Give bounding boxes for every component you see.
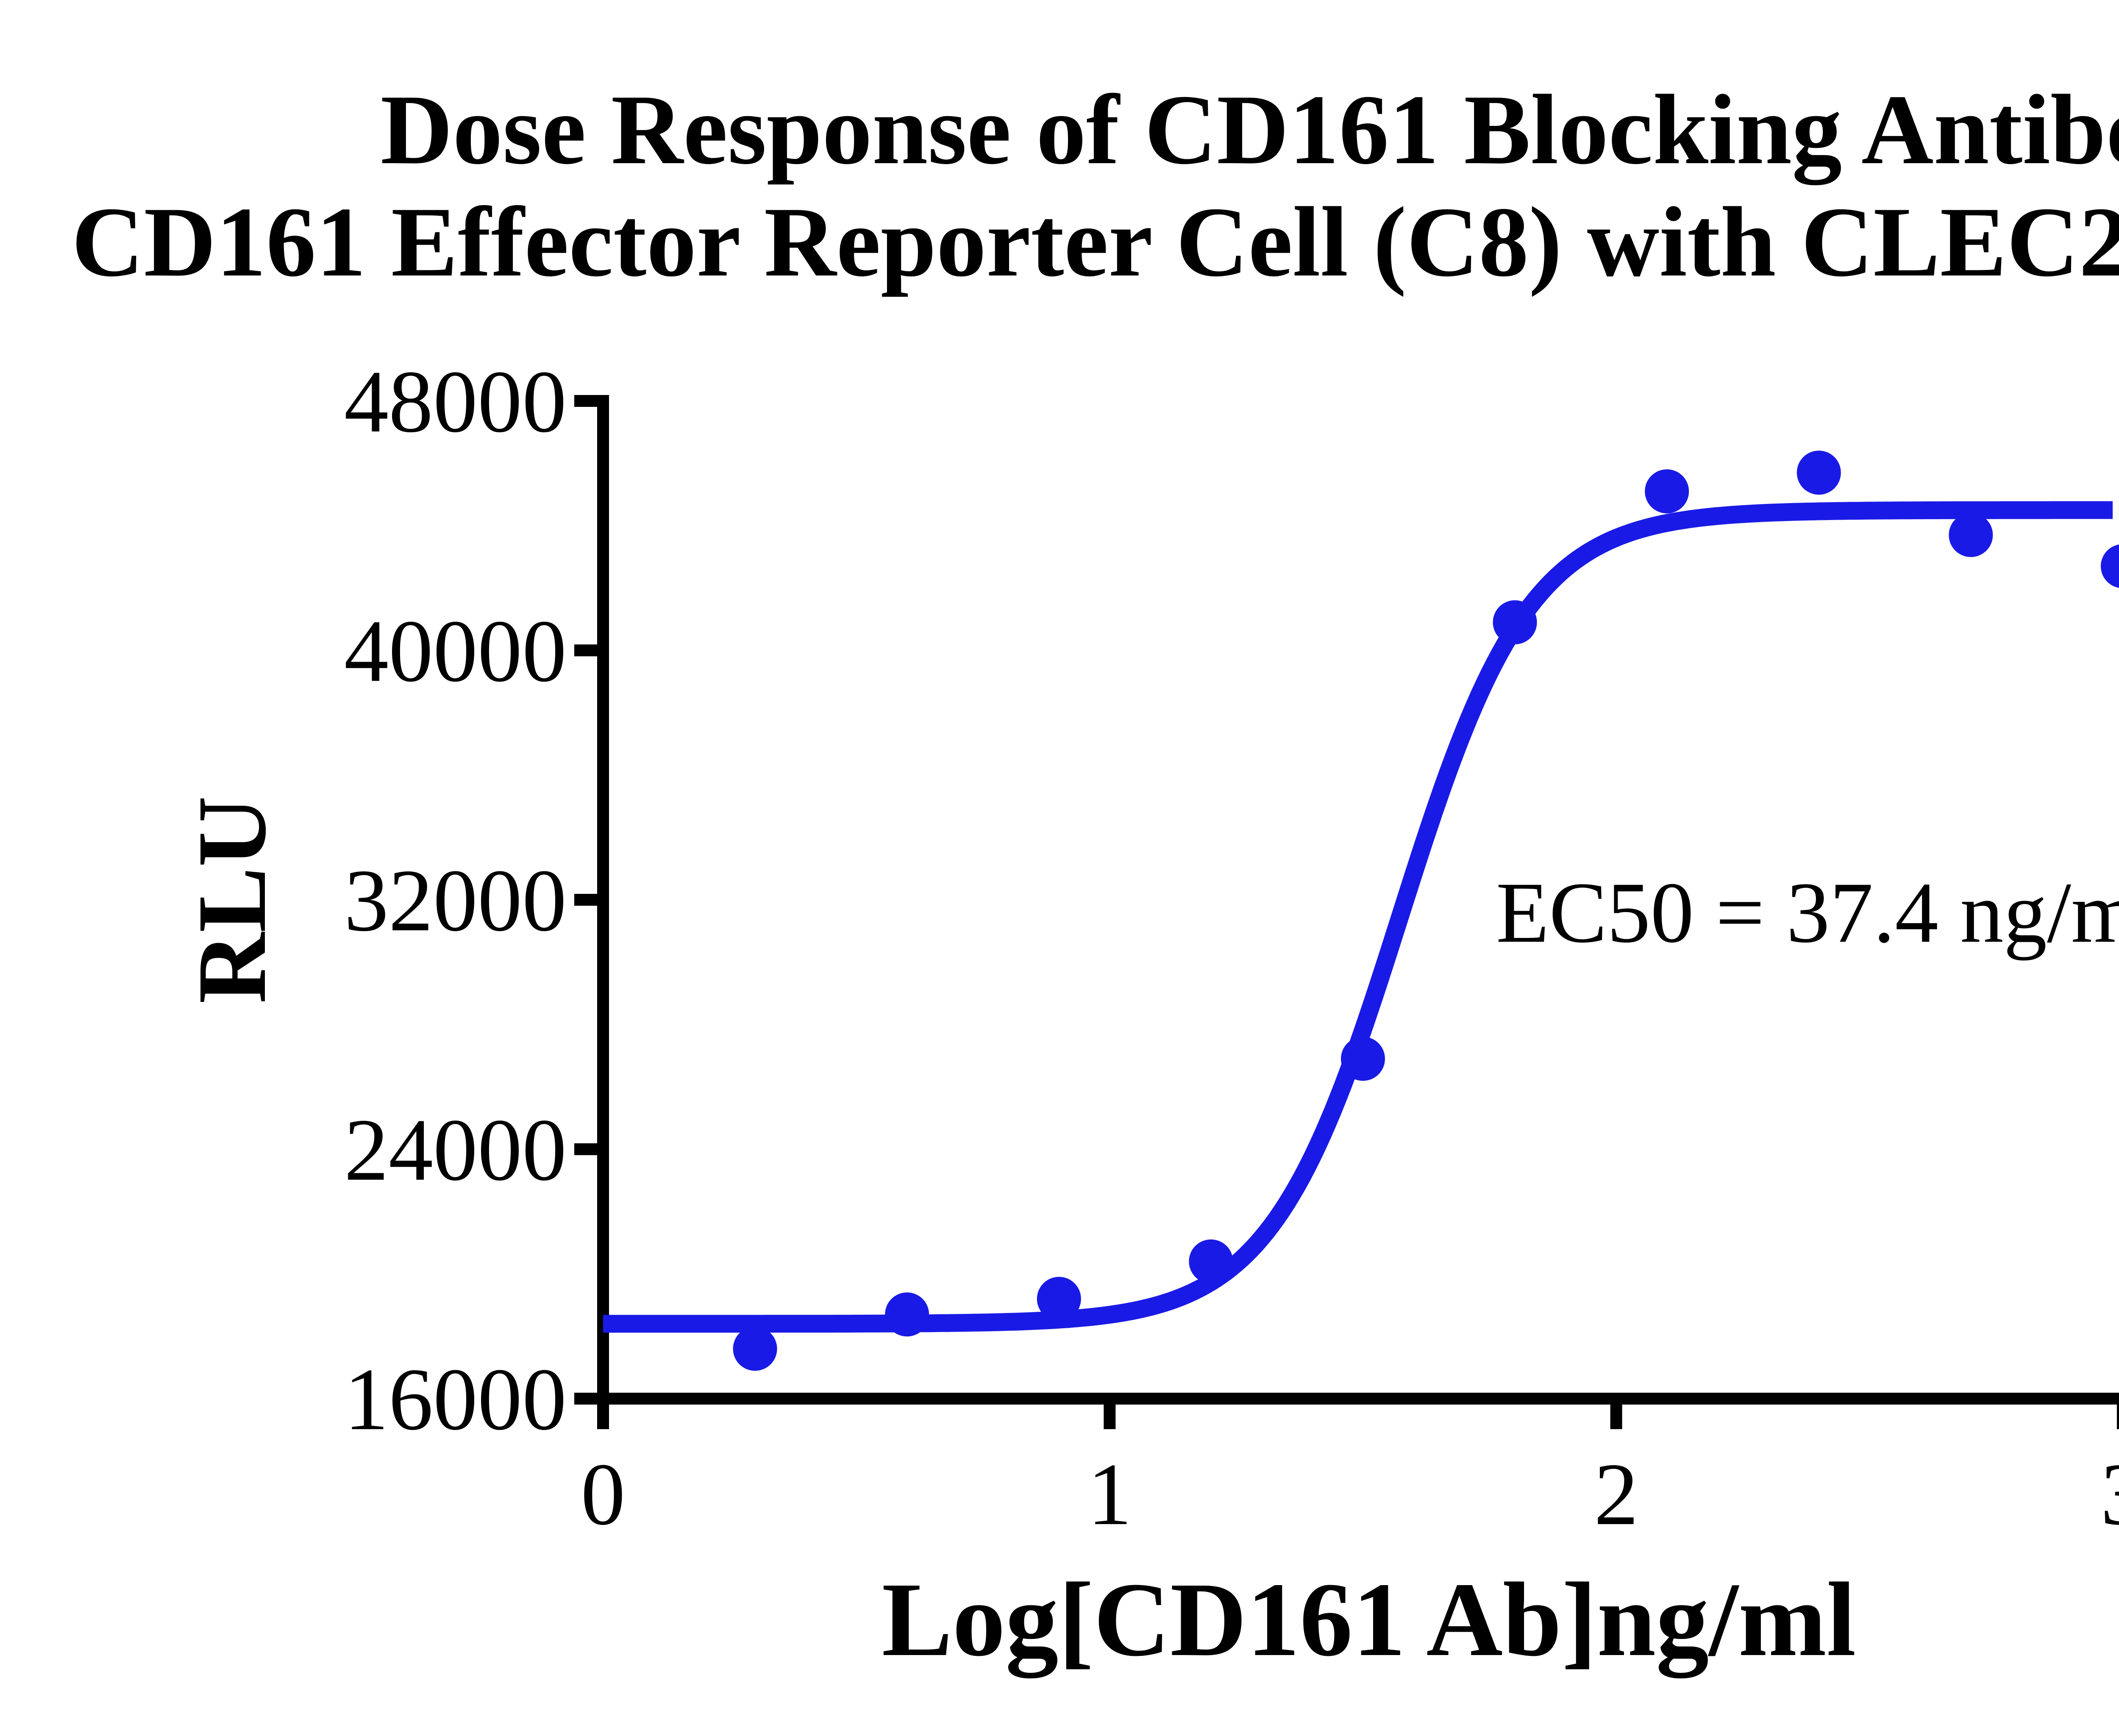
data-point (1796, 451, 1841, 495)
x-axis-title: Log[CD161 Ab]ng/ml (882, 1561, 1856, 1678)
data-points-layer (733, 451, 2119, 1371)
data-point (1493, 600, 1537, 645)
y-tick-label: 32000 (344, 851, 567, 950)
y-tick-label: 40000 (344, 602, 567, 701)
x-tick-label: 0 (581, 1445, 626, 1544)
ec50-annotation: EC50 = 37.4 ng/ml (1496, 865, 2119, 961)
data-point (733, 1327, 777, 1371)
data-point (1037, 1277, 1081, 1321)
chart-title-line2: CD161 Effector Reporter Cell (C8) with C… (72, 187, 2119, 298)
data-point (885, 1292, 929, 1337)
y-tick-label: 24000 (344, 1101, 567, 1199)
data-point (1189, 1239, 1233, 1284)
x-tick-label: 1 (1087, 1445, 1132, 1544)
axes (574, 395, 2119, 1429)
data-point (1340, 1037, 1385, 1081)
chart-title-line1: Dose Response of CD161 Blocking Antibody… (381, 75, 2119, 185)
y-tick-label: 48000 (344, 353, 567, 451)
x-tick-label: 2 (1594, 1445, 1638, 1544)
data-point (1645, 469, 1689, 514)
data-point (2101, 544, 2119, 588)
tick-labels-layer: 16000 24000 32000 40000 48000 0 1 2 3 (344, 353, 2119, 1544)
data-point (1949, 513, 1993, 557)
y-axis-title: RLU (178, 796, 286, 1004)
x-tick-label: 3 (2100, 1445, 2119, 1544)
y-tick-label: 16000 (344, 1350, 567, 1449)
